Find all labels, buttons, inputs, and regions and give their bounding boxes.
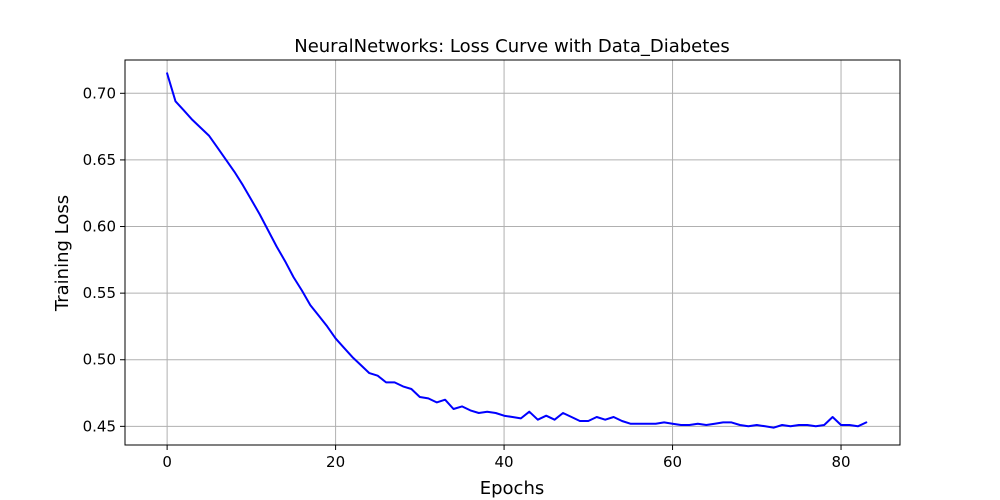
y-tick-label: 0.65 [83,151,116,169]
y-tick-label: 0.55 [83,284,116,302]
x-axis-label: Epochs [480,478,545,499]
chart-title: NeuralNetworks: Loss Curve with Data_Dia… [294,36,730,57]
y-axis: 0.45 0.50 0.55 0.60 0.65 0.70 [83,84,125,435]
x-tick-label: 60 [663,453,682,471]
grid-lines [125,60,900,445]
y-tick-label: 0.70 [83,84,116,102]
x-tick-label: 0 [162,453,172,471]
y-axis-label: Training Loss [52,195,73,312]
loss-line [166,72,868,429]
series-layer [166,72,868,429]
y-tick-label: 0.60 [83,218,116,236]
x-tick-label: 40 [495,453,514,471]
plot-frame [124,59,901,446]
x-axis: 0 20 40 60 80 [162,445,851,471]
y-tick-label: 0.50 [83,351,116,369]
y-tick-label: 0.45 [83,417,116,435]
x-tick-label: 20 [326,453,345,471]
x-tick-label: 80 [831,453,850,471]
